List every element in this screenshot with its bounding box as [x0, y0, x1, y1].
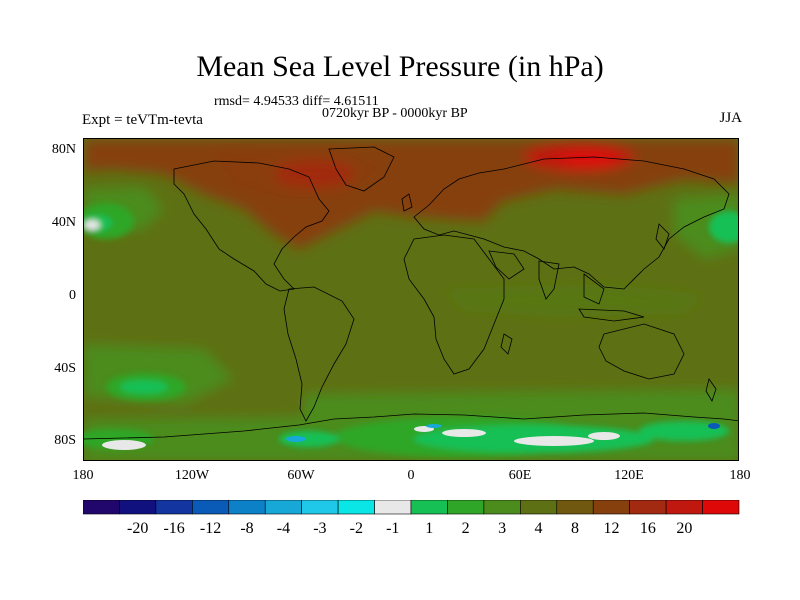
map-panel — [83, 138, 739, 461]
colorbar-label: -12 — [199, 520, 222, 537]
field-near-zero — [102, 423, 720, 450]
colorbar-label: -2 — [349, 520, 363, 537]
lat-label-40s: 40S — [54, 361, 76, 376]
colorbar-box — [301, 500, 339, 515]
colorbar-box — [556, 500, 594, 515]
colorbar-box — [192, 500, 230, 515]
lon-label-120w: 120W — [174, 468, 210, 483]
colorbar-label: -8 — [240, 520, 254, 537]
colorbar-label: 4 — [534, 520, 543, 537]
lon-label-0: 0 — [407, 468, 415, 483]
colorbar-label: 8 — [571, 520, 579, 537]
colorbar-box — [410, 500, 448, 515]
colorbar-box — [665, 500, 703, 515]
period-text: 0720kyr BP - 0000kyr BP — [322, 106, 468, 121]
colorbar — [83, 500, 740, 515]
plot-title: Mean Sea Level Pressure (in hPa) — [196, 50, 604, 83]
experiment-label: Expt = teVTm-tevta — [82, 112, 203, 128]
lon-label-120e: 120E — [614, 468, 644, 483]
stats-text: rmsd= 4.94533 diff= 4.61511 — [214, 94, 379, 109]
colorbar-box — [702, 500, 740, 515]
lat-label-80n: 80N — [51, 142, 76, 157]
colorbar-label: 16 — [639, 520, 656, 537]
season-label: JJA — [719, 110, 742, 126]
colorbar-label: 20 — [676, 520, 693, 537]
colorbar-label: -20 — [126, 520, 149, 537]
colorbar-box — [119, 500, 157, 515]
colorbar-label: 1 — [425, 520, 434, 537]
colorbar-box — [337, 500, 375, 515]
colorbar-label: -4 — [276, 520, 291, 537]
colorbar-box — [520, 500, 558, 515]
colorbar-box — [264, 500, 302, 515]
colorbar-box — [155, 500, 193, 515]
colorbar-label: -1 — [386, 520, 400, 537]
colorbar-box — [483, 500, 521, 515]
colorbar-box — [447, 500, 485, 515]
colorbar-box — [83, 500, 120, 515]
lat-label-80s: 80S — [54, 433, 76, 448]
colorbar-label: 3 — [498, 520, 507, 537]
colorbar-box — [592, 500, 630, 515]
colorbar-box — [374, 500, 412, 515]
colorbar-box — [629, 500, 667, 515]
lat-label-40n: 40N — [51, 215, 76, 230]
colorbar-label: -3 — [313, 520, 327, 537]
lon-label-60e: 60E — [508, 468, 532, 483]
pressure-map — [84, 139, 738, 460]
lat-label-equator: 0 — [69, 288, 76, 303]
coastlines — [84, 146, 738, 440]
colorbar-label: 12 — [603, 520, 620, 537]
lon-label-180e: 180 — [729, 468, 751, 483]
colorbar-label: 2 — [461, 520, 470, 537]
colorbar-box — [228, 500, 266, 515]
colorbar-label: -16 — [163, 520, 185, 537]
lon-label-180w: 180 — [72, 468, 94, 483]
lon-label-60w: 60W — [287, 468, 315, 483]
